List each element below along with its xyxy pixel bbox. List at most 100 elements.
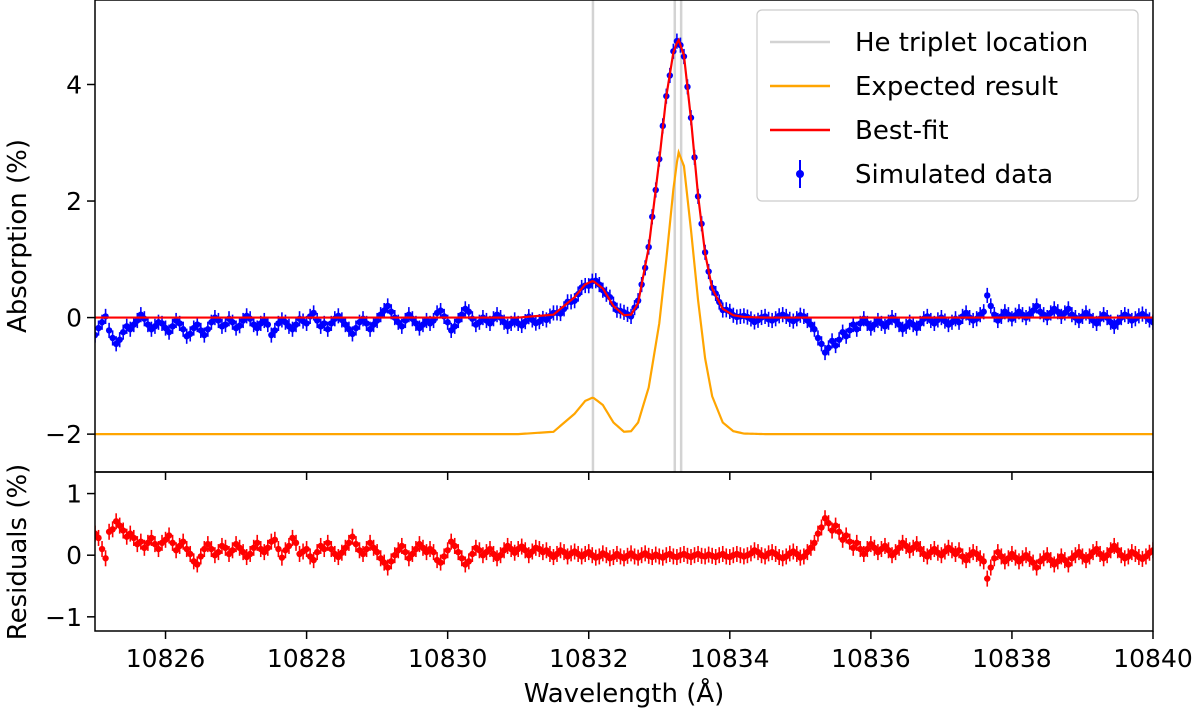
residual-point xyxy=(127,525,134,542)
simulated-data-marker xyxy=(1196,306,1200,312)
legend-swatch-simulated-data-marker xyxy=(796,170,804,178)
residual-marker xyxy=(204,540,212,548)
simulated-data-marker xyxy=(264,321,272,328)
residual-point xyxy=(818,519,825,536)
residual-point xyxy=(560,544,568,561)
simulated-data-point xyxy=(380,303,388,319)
residual-marker xyxy=(1174,557,1180,563)
residual-point xyxy=(828,522,836,539)
simulated-data-point xyxy=(1178,303,1184,318)
residual-marker xyxy=(127,530,134,537)
residual-marker xyxy=(818,524,825,531)
residual-marker xyxy=(335,553,342,561)
residual-point xyxy=(807,539,815,556)
simulated-data-marker xyxy=(1171,311,1177,317)
residual-marker xyxy=(825,519,832,527)
simulated-data-point xyxy=(846,322,853,338)
residual-point xyxy=(352,536,360,553)
simulated-data-point xyxy=(1164,313,1170,328)
simulated-data-point xyxy=(1182,320,1188,335)
simulated-data-marker xyxy=(1182,325,1188,331)
residual-point xyxy=(130,529,137,546)
residual-marker xyxy=(465,558,473,565)
residual-point xyxy=(419,539,427,556)
residual-point xyxy=(141,539,148,556)
residual-marker xyxy=(130,534,137,542)
residual-marker xyxy=(208,545,215,553)
simulated-data-point xyxy=(437,303,444,319)
residual-point xyxy=(1167,547,1173,563)
residual-point xyxy=(380,554,388,571)
residual-point xyxy=(409,545,416,562)
simulated-data-point xyxy=(268,327,275,343)
residual-marker xyxy=(1005,555,1012,562)
residual-marker xyxy=(215,548,222,556)
residual-marker xyxy=(419,544,427,552)
residual-marker xyxy=(261,548,268,556)
simulated-data-point xyxy=(451,318,458,334)
simulated-data-marker xyxy=(292,321,300,328)
residual-marker xyxy=(239,548,247,556)
simulated-data-point xyxy=(222,316,229,333)
simulated-data-point xyxy=(1065,301,1072,317)
residuals-y-axis-label: Residuals (%) xyxy=(3,464,33,641)
residual-point xyxy=(1093,541,1100,558)
main-y-tick-label: 2 xyxy=(66,187,82,216)
residual-point xyxy=(455,544,462,561)
residual-point xyxy=(842,527,850,544)
x-axis-label: Wavelength (Å) xyxy=(524,677,725,709)
residual-point xyxy=(282,542,289,559)
residual-point xyxy=(98,541,106,558)
residual-point xyxy=(1125,548,1132,565)
residual-point xyxy=(917,541,924,558)
residual-point xyxy=(1054,553,1061,570)
x-tick-label: 10834 xyxy=(690,644,770,673)
simulated-data-marker xyxy=(321,320,328,327)
residual-marker xyxy=(437,559,444,566)
simulated-data-point xyxy=(1157,314,1163,329)
residual-point xyxy=(112,513,120,530)
residual-marker xyxy=(1160,546,1166,552)
simulated-data-point xyxy=(169,318,176,334)
simulated-data-point xyxy=(215,312,222,329)
residual-marker xyxy=(165,532,173,539)
residual-point xyxy=(437,554,444,571)
simulated-data-marker xyxy=(373,317,381,324)
simulated-data-point xyxy=(398,318,406,334)
residual-marker xyxy=(172,547,180,554)
residual-point xyxy=(384,559,391,576)
residual-marker xyxy=(850,544,857,552)
simulated-data-marker xyxy=(388,308,395,315)
residual-marker xyxy=(285,542,293,550)
residual-marker xyxy=(881,542,889,550)
residual-marker xyxy=(973,550,980,558)
simulated-data-marker xyxy=(821,349,829,356)
residuals-y-tick-label: −1 xyxy=(45,603,82,632)
residual-marker xyxy=(1196,561,1200,567)
residual-marker xyxy=(342,544,349,552)
residual-marker xyxy=(994,548,1002,556)
simulated-data-marker xyxy=(895,321,903,328)
residual-marker xyxy=(1065,561,1072,568)
residual-marker xyxy=(370,544,377,552)
simulated-data-point xyxy=(165,324,173,340)
residual-marker xyxy=(892,548,899,556)
residual-marker xyxy=(1114,547,1121,554)
residual-marker xyxy=(194,561,201,568)
simulated-data-marker xyxy=(289,326,296,333)
residual-point xyxy=(183,541,190,558)
residual-marker xyxy=(363,545,370,553)
residual-marker xyxy=(913,540,920,548)
simulated-data-point xyxy=(264,316,272,333)
residual-point xyxy=(465,553,473,570)
residual-marker xyxy=(1157,548,1163,554)
simulated-data-point xyxy=(991,307,998,323)
simulated-data-point xyxy=(987,298,994,314)
main-y-ticks: −2 0 2 4 xyxy=(45,70,95,449)
residual-point xyxy=(328,541,335,558)
residual-marker xyxy=(500,547,508,554)
simulated-data-point xyxy=(194,316,201,333)
residual-point xyxy=(1086,548,1093,565)
residual-marker xyxy=(1111,542,1118,550)
simulated-data-point xyxy=(853,321,860,337)
